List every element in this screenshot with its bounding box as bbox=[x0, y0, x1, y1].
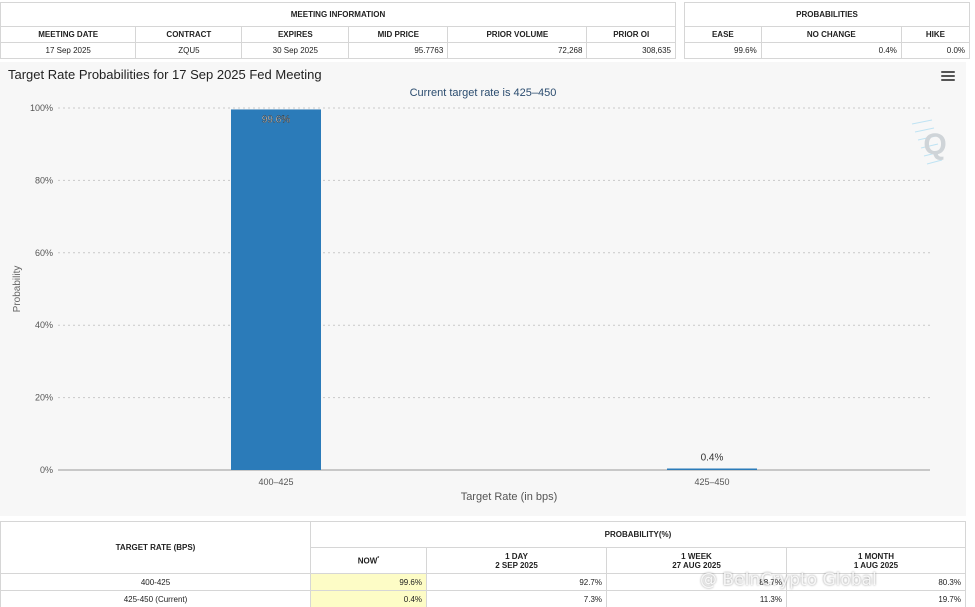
y-tick-label: 80% bbox=[35, 175, 53, 185]
column-header-mid-price: MID PRICE bbox=[348, 26, 449, 43]
column-header-prior-oi: PRIOR OI bbox=[586, 26, 676, 43]
1-day-probability-cell: 92.7% bbox=[426, 573, 607, 591]
y-tick-label: 40% bbox=[35, 320, 53, 330]
data-label: 0.4% bbox=[701, 453, 724, 464]
y-tick-label: 100% bbox=[30, 103, 53, 113]
column-header-1-month: 1 MONTH 1 AUG 2025 bbox=[786, 547, 966, 574]
probabilities-table: PROBABILITIES EASE NO CHANGE HIKE 99.6% … bbox=[684, 2, 971, 59]
svg-text:Q: Q bbox=[923, 128, 946, 161]
prior-volume-value: 72,268 bbox=[447, 42, 588, 59]
column-header-1-week: 1 WEEK 27 AUG 2025 bbox=[606, 547, 787, 574]
ease-value: 99.6% bbox=[684, 42, 762, 59]
bar-400–425 bbox=[231, 109, 321, 470]
watermark-text: @ BeInCrypto Global bbox=[700, 570, 877, 590]
y-axis-label: Probability bbox=[12, 266, 23, 313]
probabilities-header: PROBABILITIES bbox=[684, 2, 970, 27]
1-month-probability-cell: 19.7% bbox=[786, 590, 966, 607]
mid-price-value: 95.7763 bbox=[348, 42, 449, 59]
data-label: 99.6% bbox=[262, 114, 290, 125]
target-rate-cell: 425-450 (Current) bbox=[0, 590, 311, 607]
x-axis-label: Target Rate (in bps) bbox=[461, 491, 558, 503]
column-header-prior-volume: PRIOR VOLUME bbox=[447, 26, 588, 43]
now-probability-cell: 99.6% bbox=[310, 573, 427, 591]
column-header-no-change: NO CHANGE bbox=[760, 26, 902, 43]
q-logo-icon: Q bbox=[911, 119, 947, 165]
column-header-now: NOW* bbox=[310, 547, 427, 574]
column-header-expires: EXPIRES bbox=[241, 26, 350, 43]
1-week-probability-cell: 11.3% bbox=[606, 590, 787, 607]
x-tick-label: 400–425 bbox=[258, 477, 293, 487]
table-row: 425-450 (Current) 0.4% 7.3% 11.3% 19.7% bbox=[0, 590, 966, 607]
hamburger-menu-icon[interactable] bbox=[941, 71, 955, 82]
bar-425–450 bbox=[667, 468, 757, 470]
meeting-information-header: MEETING INFORMATION bbox=[0, 2, 676, 27]
expires-value: 30 Sep 2025 bbox=[241, 42, 350, 59]
column-header-1-day: 1 DAY 2 SEP 2025 bbox=[426, 547, 607, 574]
1-day-probability-cell: 7.3% bbox=[426, 590, 607, 607]
prior-oi-value: 308,635 bbox=[586, 42, 676, 59]
y-tick-label: 20% bbox=[35, 393, 53, 403]
target-rate-probability-table: TARGET RATE (BPS) PROBABILITY(%) NOW* 1 … bbox=[0, 521, 966, 607]
chart-subtitle: Current target rate is 425–450 bbox=[409, 87, 557, 99]
y-tick-label: 0% bbox=[40, 465, 53, 475]
chart-title: Target Rate Probabilities for 17 Sep 202… bbox=[8, 67, 322, 82]
meeting-date-value: 17 Sep 2025 bbox=[0, 42, 137, 59]
chart-panel: 0% 20% 40% 60% 80% 100% Probability Target Rate… bbox=[0, 62, 966, 516]
target-rate-header: TARGET RATE (BPS) bbox=[0, 521, 311, 574]
target-rate-cell: 400-425 bbox=[0, 573, 311, 591]
meeting-information-table: MEETING INFORMATION MEETING DATE CONTRAC… bbox=[0, 2, 676, 59]
probability-chart: 0% 20% 40% 60% 80% 100% Probability Target Rate… bbox=[12, 103, 947, 503]
column-header-contract: CONTRACT bbox=[135, 26, 243, 43]
hike-value: 0.0% bbox=[900, 42, 971, 59]
column-header-meeting-date: MEETING DATE bbox=[0, 26, 137, 43]
column-header-hike: HIKE bbox=[900, 26, 971, 43]
probability-header: PROBABILITY(%) bbox=[310, 521, 966, 548]
contract-value: ZQU5 bbox=[135, 42, 243, 59]
now-asterisk: * bbox=[377, 555, 380, 562]
column-header-ease: EASE bbox=[684, 26, 762, 43]
y-tick-label: 60% bbox=[35, 248, 53, 258]
x-tick-label: 425–450 bbox=[694, 477, 729, 487]
now-probability-cell: 0.4% bbox=[310, 590, 427, 607]
no-change-value: 0.4% bbox=[760, 42, 902, 59]
